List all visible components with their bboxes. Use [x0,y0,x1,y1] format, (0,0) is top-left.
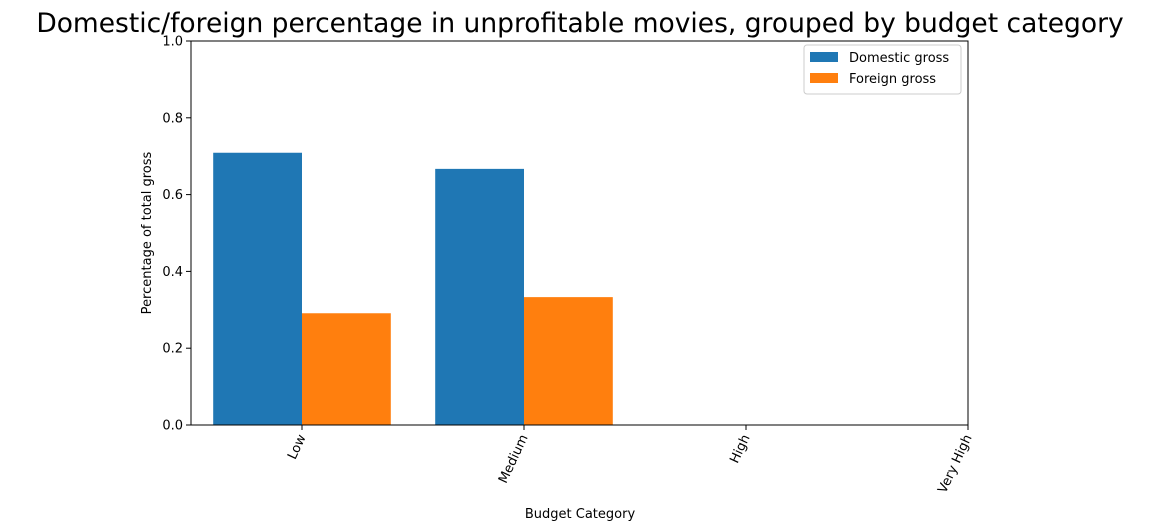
bar-foreign-gross-low [302,313,391,425]
chart-title: Domestic/foreign percentage in unprofita… [36,8,1123,39]
y-tick-label: 0.8 [162,111,183,126]
legend-box [803,44,962,95]
bar-domestic-gross-medium [435,168,524,425]
y-tick-label: 0.6 [162,188,183,203]
y-axis-label: Percentage of total gross [140,151,155,314]
legend-swatch [810,73,838,83]
plot-frame [190,40,969,426]
x-axis-label: Budget Category [525,507,636,522]
legend-swatch [810,52,838,62]
x-tick-label: High [727,432,753,465]
y-tick-label: 0.4 [162,265,183,280]
x-tick-label: Very High [935,432,975,495]
bar-domestic-gross-low [213,152,302,425]
x-tick-label: Medium [496,432,532,485]
x-tick-label: Low [285,432,310,462]
plot-area [190,40,969,426]
bar-foreign-gross-medium [524,297,613,425]
y-axis: 0.0 0.2 0.4 0.6 0.8 1.0 [162,35,191,434]
legend-label: Foreign gross [849,72,936,87]
y-tick-label: 0.2 [162,342,183,357]
x-axis: Low Medium High Very High [285,425,976,496]
y-tick-label: 1.0 [162,35,183,50]
y-tick-label: 0.0 [162,419,183,434]
legend-label: Domestic gross [849,51,949,66]
legend: Domestic gross Foreign gross [803,44,962,95]
